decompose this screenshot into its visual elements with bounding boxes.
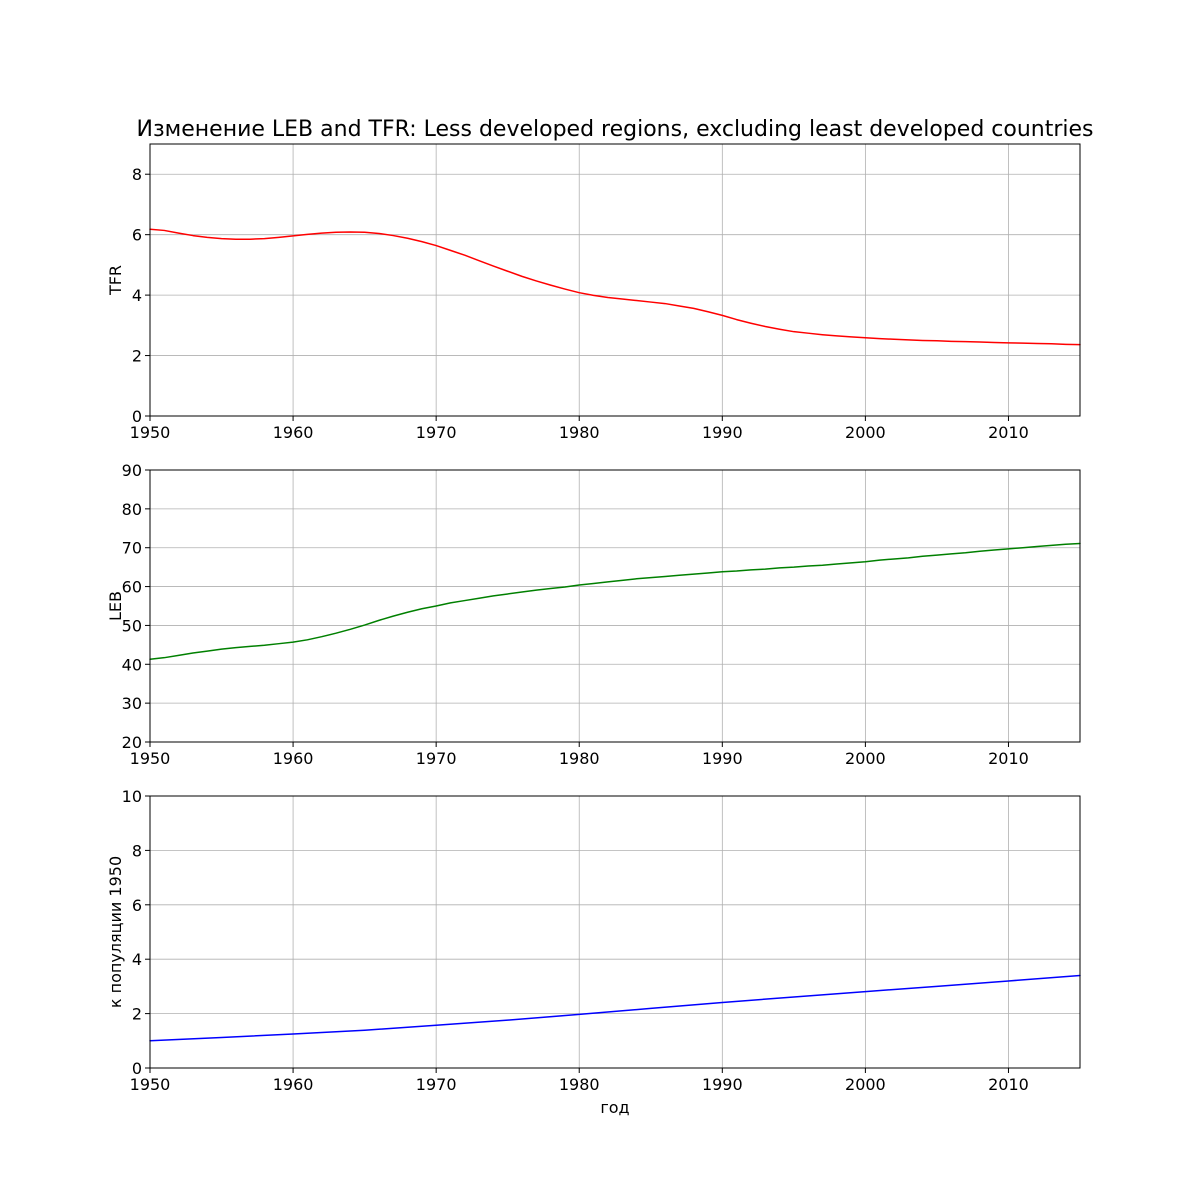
x-tick-label: 1950 bbox=[130, 423, 171, 442]
y-tick-label: 50 bbox=[122, 616, 142, 635]
x-tick-label: 1970 bbox=[416, 749, 457, 768]
y-tick-label: 2 bbox=[132, 347, 142, 366]
x-tick-label: 1970 bbox=[416, 1075, 457, 1094]
y-axis-label: к популяции 1950 bbox=[106, 856, 125, 1008]
y-tick-label: 0 bbox=[132, 1059, 142, 1078]
panel-1: 1950 1960 1970 1980 1990 2000 2010 0 2 4 6 8 TFR bbox=[106, 143, 1081, 442]
x-tick-label: 2010 bbox=[988, 1075, 1029, 1094]
x-tick-label: 1980 bbox=[559, 1075, 600, 1094]
x-tick-label: 1990 bbox=[702, 423, 743, 442]
series-line-1-1 bbox=[149, 228, 1081, 346]
y-tick-label: 8 bbox=[132, 841, 142, 860]
y-tick-label: 6 bbox=[132, 226, 142, 245]
x-tick-label: 1970 bbox=[416, 423, 457, 442]
y-tick-label: 60 bbox=[122, 578, 142, 597]
y-axis-label: TFR bbox=[106, 265, 125, 296]
y-tick-label: 4 bbox=[132, 286, 142, 305]
y-tick-label: 2 bbox=[132, 1005, 142, 1024]
x-tick-label: 1990 bbox=[702, 749, 743, 768]
y-tick-label: 80 bbox=[122, 500, 142, 519]
x-tick-label: 1950 bbox=[130, 749, 171, 768]
y-tick-label: 20 bbox=[122, 733, 142, 752]
x-tick-label: 2000 bbox=[845, 749, 886, 768]
figure-title: Изменение LEB and TFR: Less developed re… bbox=[136, 117, 1093, 142]
y-tick-label: 40 bbox=[122, 655, 142, 674]
x-tick-label: 1960 bbox=[273, 749, 314, 768]
plot-frame bbox=[149, 469, 1081, 743]
panel-3: 1950 1960 1970 1980 1990 2000 2010 0 2 4 6 8 10 к поп… bbox=[106, 787, 1081, 1117]
y-tick-label: 6 bbox=[132, 896, 142, 915]
plot-frame bbox=[149, 795, 1081, 1069]
x-tick-label: 2000 bbox=[845, 423, 886, 442]
x-tick-label: 1960 bbox=[273, 1075, 314, 1094]
x-tick-label: 1990 bbox=[702, 1075, 743, 1094]
plot-frame bbox=[149, 143, 1081, 417]
series-line-3-1 bbox=[149, 974, 1081, 1042]
x-tick-label: 2000 bbox=[845, 1075, 886, 1094]
y-tick-label: 10 bbox=[122, 787, 142, 806]
x-tick-label: 2010 bbox=[988, 423, 1029, 442]
y-tick-label: 30 bbox=[122, 694, 142, 713]
y-tick-label: 4 bbox=[132, 950, 142, 969]
x-tick-label: 1980 bbox=[559, 423, 600, 442]
x-axis-label: год bbox=[600, 1098, 629, 1117]
panel-2: 1950 1960 1970 1980 1990 2000 2010 20 30 40 50 60 70… bbox=[106, 461, 1081, 768]
y-tick-label: 90 bbox=[122, 461, 142, 480]
series-line-2-1 bbox=[149, 542, 1081, 660]
y-axis-label: LEB bbox=[106, 591, 125, 621]
panels: 1950 1960 1970 1980 1990 2000 201002468TFR1950… bbox=[106, 143, 1081, 1117]
x-tick-label: 2010 bbox=[988, 749, 1029, 768]
y-tick-label: 70 bbox=[122, 539, 142, 558]
y-tick-label: 0 bbox=[132, 407, 142, 426]
x-tick-label: 1980 bbox=[559, 749, 600, 768]
x-tick-label: 1960 bbox=[273, 423, 314, 442]
x-tick-label: 1950 bbox=[130, 1075, 171, 1094]
y-tick-label: 8 bbox=[132, 165, 142, 184]
